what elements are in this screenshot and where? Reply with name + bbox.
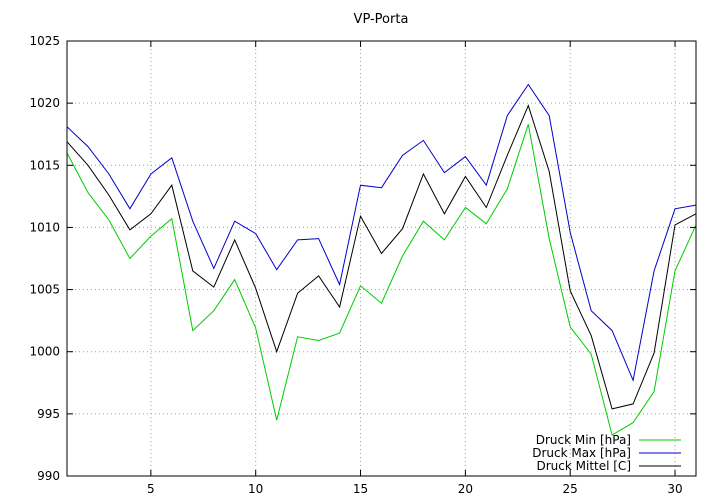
- plot-frame: [66, 40, 697, 477]
- grid-lines: [67, 41, 696, 476]
- axis-ticks: [67, 40, 696, 477]
- x-tick-label: 25: [563, 482, 578, 496]
- legend-label: Druck Min [hPa]: [536, 433, 631, 447]
- legend-label: Druck Max [hPa]: [532, 446, 631, 460]
- series-line-2: [66, 83, 697, 383]
- series-lines: [66, 83, 697, 436]
- chart-title: VP-Porta: [354, 12, 409, 27]
- x-tick-label: 5: [147, 482, 155, 496]
- y-tick-label: 990: [37, 469, 60, 483]
- x-tick-label: 20: [458, 482, 473, 496]
- series-line-3: [66, 104, 697, 410]
- x-tick-label: 15: [353, 482, 368, 496]
- y-tick-label: 1005: [29, 283, 60, 297]
- y-tick-label: 1015: [29, 158, 60, 172]
- y-tick-label: 1010: [29, 220, 60, 234]
- y-tick-label: 1020: [29, 96, 60, 110]
- y-tick-label: 1000: [29, 345, 60, 359]
- legend: Druck Min [hPa]Druck Max [hPa]Druck Mitt…: [532, 433, 681, 473]
- legend-label: Druck Mittel [C]: [536, 459, 631, 473]
- y-tick-label: 995: [37, 407, 60, 421]
- series-line-1: [66, 124, 697, 436]
- x-tick-label: 30: [667, 482, 682, 496]
- y-tick-label: 1025: [29, 34, 60, 48]
- x-tick-label: 10: [248, 482, 263, 496]
